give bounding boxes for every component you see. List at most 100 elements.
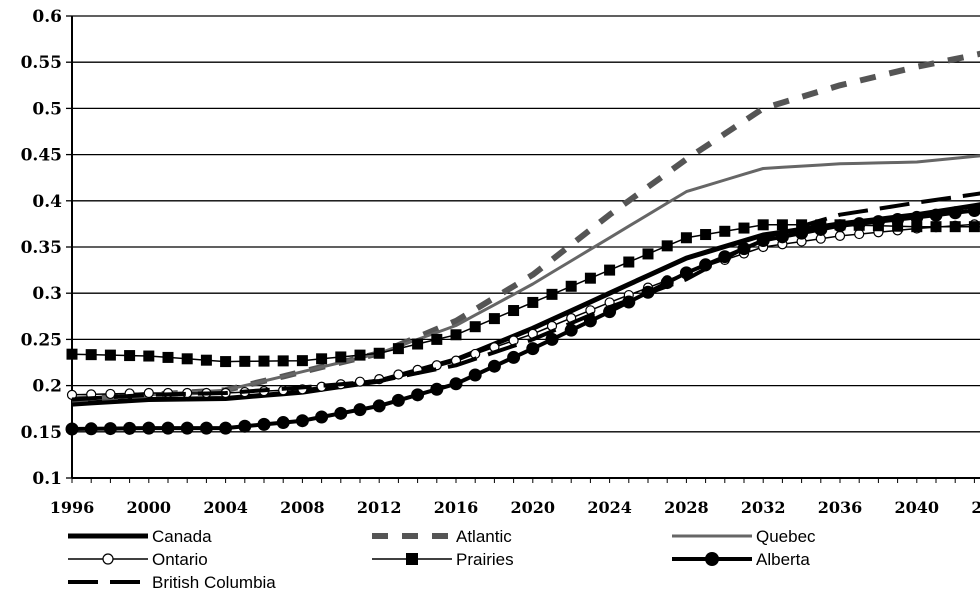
legend-label: Ontario [152,550,208,569]
data-point [180,421,194,435]
data-point [84,422,98,436]
data-point [238,419,252,433]
legend-item-alberta: Alberta [672,550,810,569]
data-point [795,226,809,240]
series-atlantic [71,50,980,403]
legend-item-british-columbia: British Columbia [68,573,276,592]
x-tick-label: 2016 [434,498,479,517]
data-point [469,321,481,333]
data-point [565,280,577,292]
series-british-columbia [71,191,980,402]
data-point [239,355,251,367]
data-point [181,353,193,365]
data-point [199,421,213,435]
data-point [354,376,366,387]
data-point [373,347,385,359]
data-point [372,399,386,413]
data-point [391,393,405,407]
data-point [124,350,136,362]
data-point [546,288,558,300]
x-tick-label: 2012 [357,498,402,517]
data-point [431,333,443,345]
x-tick-label: 2044 [971,498,980,517]
legend-item-prairies: Prairies [372,550,514,569]
data-point [334,406,348,420]
data-point [393,369,404,380]
legend-item-canada: Canada [68,527,212,546]
data-point [257,417,271,431]
data-point [468,368,482,382]
data-point [487,359,501,373]
series-ontario [66,219,980,400]
data-point [104,349,116,361]
data-point [85,349,97,361]
data-point [680,232,692,244]
data-point [738,222,750,234]
y-tick-label: 0.55 [21,53,62,73]
data-point [276,416,290,430]
data-point [411,388,425,402]
series-line [71,154,980,401]
data-point [852,217,866,231]
data-point [142,421,156,435]
y-tick-label: 0.4 [32,192,62,212]
data-point [834,230,846,242]
legend-item-atlantic: Atlantic [372,527,512,546]
series-line [71,223,980,396]
y-tick-label: 0.2 [32,377,62,397]
data-point [315,410,329,424]
series-line [71,50,980,403]
data-point [705,552,719,566]
data-point [66,348,78,360]
legend-label: Canada [152,527,212,546]
data-point [277,355,289,367]
data-point [316,353,328,365]
data-point [353,403,367,417]
data-point [604,264,616,276]
x-tick-label: 2040 [895,498,940,517]
legend-label: British Columbia [152,573,276,592]
gridlines [72,15,980,433]
legend: Canada Atlantic Quebec Ontario Prairies Alber… [68,527,816,592]
data-point [949,221,961,233]
y-tick-label: 0.3 [32,284,62,304]
data-point [258,355,270,367]
data-point [102,553,114,565]
data-point [507,350,521,364]
data-point [930,221,942,233]
data-point [450,329,462,341]
y-tick-label: 0.45 [21,146,62,166]
data-point [854,228,865,240]
data-point [700,229,712,241]
data-point [833,219,847,233]
data-point [392,343,404,355]
data-point [814,222,828,236]
x-tick-label: 2008 [280,498,325,517]
data-point [430,382,444,396]
data-point [967,204,980,218]
y-tick-label: 0.5 [32,99,62,119]
y-tick-label: 0.6 [32,7,62,27]
data-point [162,351,174,363]
data-point [354,349,366,361]
data-point [508,335,519,346]
x-tick-label: 2020 [511,498,556,517]
legend-item-quebec: Quebec [672,527,816,546]
data-point [508,305,520,317]
data-point [295,414,309,428]
y-axis-ticks: 0.1 0.15 0.2 0.25 0.3 0.35 0.4 0.45 0.5 0.55 0.6 [21,7,63,489]
series-line [71,202,980,407]
x-tick-label: 2036 [818,498,863,517]
y-tick-label: 0.25 [21,330,62,350]
x-tick-label: 2004 [203,498,248,517]
series-group [65,50,980,436]
data-point [123,421,137,435]
data-point [968,221,980,233]
legend-item-ontario: Ontario [68,550,208,569]
x-tick-label: 2028 [664,498,709,517]
data-point [161,421,175,435]
series-line [71,191,980,402]
data-point [65,422,79,436]
data-point [526,342,540,356]
